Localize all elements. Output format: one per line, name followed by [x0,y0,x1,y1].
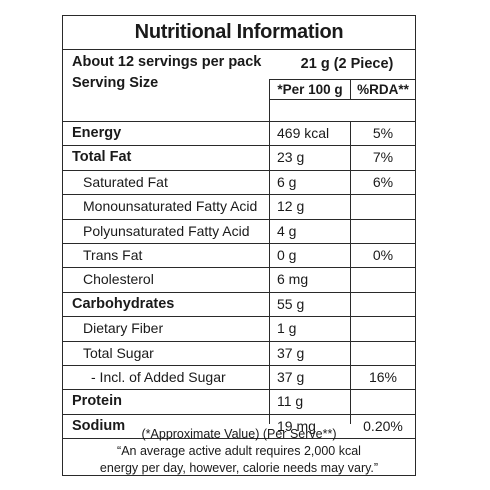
nutrient-value: 4 g [277,222,297,239]
table-row-carbohydrates: Carbohydrates 55 g [63,293,415,318]
column-header-rda: %RDA** [357,82,409,97]
nutrient-value: 6 g [277,173,297,190]
nutrient-rda: 0% [372,246,394,263]
table-row-total-sugar: Total Sugar 37 g [63,342,415,366]
nutrient-rda: 6% [372,173,394,190]
table-row-dietary-fiber: Dietary Fiber 1 g [63,317,415,342]
table-row-cholesterol: Cholesterol 6 mg [63,268,415,293]
nutrient-value: 1 g [277,320,297,337]
nutrient-name: Total Fat [72,149,132,166]
table-row-added-sugar: - Incl. of Added Sugar 37 g 16% [63,366,415,391]
nutrition-panel: Nutritional Information About 12 serving… [62,15,416,476]
nutrient-name: Carbohydrates [72,295,175,312]
nutrient-value: 12 g [277,198,305,215]
nutrient-rda: 16% [368,368,398,385]
column-header-per100g: *Per 100 g [277,82,343,97]
nutrient-name: Dietary Fiber [83,320,164,337]
footnote: (*Approximate Value) (Per Serve**) “An a… [63,426,415,477]
footnote-line: “An average active adult requires 2,000 … [117,444,361,458]
footnote-line: energy per day, however, calorie needs m… [99,461,379,475]
nutrient-name: Energy [72,125,122,141]
nutrient-name: - Incl. of Added Sugar [91,368,226,385]
nutrient-table: Energy 469 kcal 5% Total Fat 23 g 7% Sat… [63,121,415,440]
header-divider [269,79,270,121]
table-row-energy: Energy 469 kcal 5% [63,122,415,147]
table-row-polyunsaturated-fat: Polyunsaturated Fatty Acid 4 g [63,220,415,244]
header-divider [350,79,351,99]
nutrient-name: Total Sugar [83,344,154,361]
table-row-saturated-fat: Saturated Fat 6 g 6% [63,171,415,196]
table-row-protein: Protein 11 g [63,390,415,415]
nutrient-name: Saturated Fat [83,173,168,190]
servings-per-pack: About 12 servings per pack [72,54,262,70]
nutrient-value: 37 g [277,344,305,361]
footnote-line: (*Approximate Value) (Per Serve**) [141,427,337,441]
header-divider [269,79,415,80]
nutrient-value: 19 mg [277,417,316,434]
nutrient-value: 55 g [277,295,305,312]
table-row-monounsaturated-fat: Monounsaturated Fatty Acid 12 g [63,195,415,220]
nutrient-name: Trans Fat [83,246,143,263]
table-row-trans-fat: Trans Fat 0 g 0% [63,244,415,269]
serving-size-value: 21 g (2 Piece) [300,56,394,72]
nutrient-rda: 0.20% [363,417,403,434]
header-divider [269,99,415,100]
nutrient-value: 6 mg [277,271,309,288]
column-divider [350,121,351,424]
nutrient-name: Sodium [72,417,126,434]
column-divider [269,121,270,424]
nutrient-value: 469 kcal [277,125,330,141]
nutrient-name: Polyunsaturated Fatty Acid [83,222,250,239]
table-row-sodium: Sodium 19 mg 0.20% [63,415,415,440]
nutrient-value: 0 g [277,246,297,263]
nutrient-rda: 7% [372,149,394,166]
nutrient-name: Monounsaturated Fatty Acid [83,198,258,215]
panel-title: Nutritional Information [63,16,415,50]
serving-size-label: Serving Size [72,75,159,91]
nutrient-rda: 5% [372,125,394,141]
nutrient-name: Cholesterol [83,271,154,288]
nutrient-name: Protein [72,393,122,410]
nutrient-value: 11 g [277,393,304,410]
table-row-total-fat: Total Fat 23 g 7% [63,146,415,171]
nutrient-value: 23 g [277,149,305,166]
nutrient-value: 37 g [277,368,305,385]
serving-info: About 12 servings per pack Serving Size [72,52,261,94]
